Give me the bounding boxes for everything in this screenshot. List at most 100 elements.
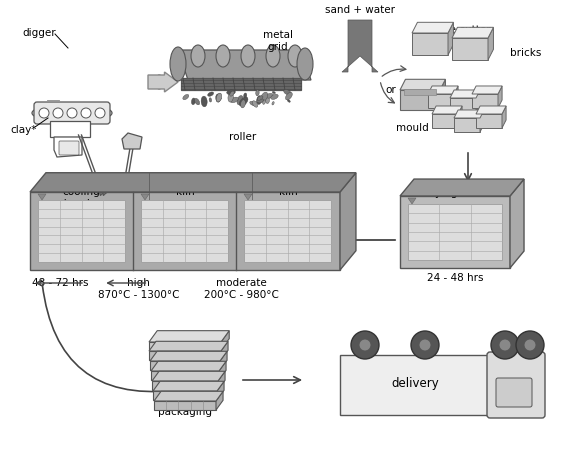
Text: moderate
200°C - 980°C: moderate 200°C - 980°C xyxy=(204,278,279,300)
Polygon shape xyxy=(472,94,498,108)
Polygon shape xyxy=(181,78,301,90)
Ellipse shape xyxy=(227,90,235,95)
Text: high
870°C - 1300°C: high 870°C - 1300°C xyxy=(98,278,179,300)
Ellipse shape xyxy=(286,92,293,100)
Polygon shape xyxy=(454,118,480,132)
Text: packaging: packaging xyxy=(158,407,212,417)
Ellipse shape xyxy=(284,89,291,95)
Polygon shape xyxy=(450,98,476,112)
Circle shape xyxy=(491,331,519,359)
Polygon shape xyxy=(432,106,462,114)
Polygon shape xyxy=(141,194,149,200)
Circle shape xyxy=(67,108,77,118)
Bar xyxy=(38,200,125,262)
Ellipse shape xyxy=(257,96,263,100)
Text: mould: mould xyxy=(396,123,429,133)
Ellipse shape xyxy=(217,94,221,97)
Polygon shape xyxy=(30,192,340,270)
Text: drying oven: drying oven xyxy=(424,188,486,198)
Ellipse shape xyxy=(263,100,265,104)
Polygon shape xyxy=(498,86,502,108)
Polygon shape xyxy=(149,351,221,360)
Circle shape xyxy=(359,339,371,351)
Circle shape xyxy=(81,108,91,118)
Polygon shape xyxy=(149,341,228,351)
Polygon shape xyxy=(178,50,311,80)
Polygon shape xyxy=(219,361,226,380)
Text: cooling
chamber: cooling chamber xyxy=(58,187,105,209)
Ellipse shape xyxy=(230,91,234,96)
Polygon shape xyxy=(218,371,225,390)
Ellipse shape xyxy=(265,96,269,103)
Polygon shape xyxy=(450,90,480,98)
Ellipse shape xyxy=(241,45,255,67)
FancyBboxPatch shape xyxy=(34,102,110,124)
Polygon shape xyxy=(502,106,506,128)
Bar xyxy=(244,200,331,262)
Polygon shape xyxy=(476,114,502,128)
Text: delivery: delivery xyxy=(391,376,439,389)
Polygon shape xyxy=(151,361,226,371)
Text: clay*: clay* xyxy=(10,125,36,135)
Ellipse shape xyxy=(261,92,268,102)
Text: 48 - 72 hrs: 48 - 72 hrs xyxy=(32,278,88,288)
Polygon shape xyxy=(432,114,458,128)
Ellipse shape xyxy=(229,90,232,94)
Polygon shape xyxy=(54,137,82,157)
Ellipse shape xyxy=(201,96,207,107)
Ellipse shape xyxy=(266,94,273,98)
FancyBboxPatch shape xyxy=(496,378,532,407)
Text: digger: digger xyxy=(22,28,56,38)
Circle shape xyxy=(419,339,431,351)
Ellipse shape xyxy=(257,99,264,103)
Text: 24 - 48 hrs: 24 - 48 hrs xyxy=(427,273,483,283)
Ellipse shape xyxy=(208,92,214,96)
Ellipse shape xyxy=(239,97,248,106)
Text: metal
grid: metal grid xyxy=(263,30,293,52)
Circle shape xyxy=(53,108,63,118)
Ellipse shape xyxy=(192,98,195,105)
Polygon shape xyxy=(217,381,224,400)
Circle shape xyxy=(411,331,439,359)
Circle shape xyxy=(39,108,49,118)
Text: roller: roller xyxy=(230,132,257,142)
Bar xyxy=(340,355,490,415)
Polygon shape xyxy=(400,196,510,268)
Text: bricks: bricks xyxy=(510,48,541,58)
Ellipse shape xyxy=(244,93,247,98)
FancyBboxPatch shape xyxy=(487,352,545,418)
Polygon shape xyxy=(153,391,217,400)
Polygon shape xyxy=(412,22,454,33)
Ellipse shape xyxy=(216,93,222,102)
Polygon shape xyxy=(408,198,416,204)
Polygon shape xyxy=(488,27,493,60)
Polygon shape xyxy=(149,331,229,342)
Circle shape xyxy=(524,339,536,351)
Ellipse shape xyxy=(217,97,221,101)
Ellipse shape xyxy=(250,102,255,105)
Ellipse shape xyxy=(237,95,243,105)
Polygon shape xyxy=(400,79,446,90)
Polygon shape xyxy=(244,194,252,200)
Ellipse shape xyxy=(297,48,313,80)
Polygon shape xyxy=(340,173,356,270)
Polygon shape xyxy=(472,86,502,94)
Text: kiln: kiln xyxy=(279,187,298,197)
Polygon shape xyxy=(216,391,223,410)
Circle shape xyxy=(516,331,544,359)
Ellipse shape xyxy=(272,102,274,105)
Polygon shape xyxy=(221,341,228,360)
Ellipse shape xyxy=(240,100,246,108)
Ellipse shape xyxy=(270,94,278,99)
Bar xyxy=(404,89,436,95)
Bar xyxy=(141,200,228,262)
Polygon shape xyxy=(154,401,216,410)
Polygon shape xyxy=(150,351,227,361)
Circle shape xyxy=(351,331,379,359)
Ellipse shape xyxy=(228,93,234,102)
Ellipse shape xyxy=(52,105,112,121)
Circle shape xyxy=(499,339,511,351)
Ellipse shape xyxy=(216,45,230,67)
Polygon shape xyxy=(510,179,524,268)
Text: wire cutter: wire cutter xyxy=(434,25,490,35)
